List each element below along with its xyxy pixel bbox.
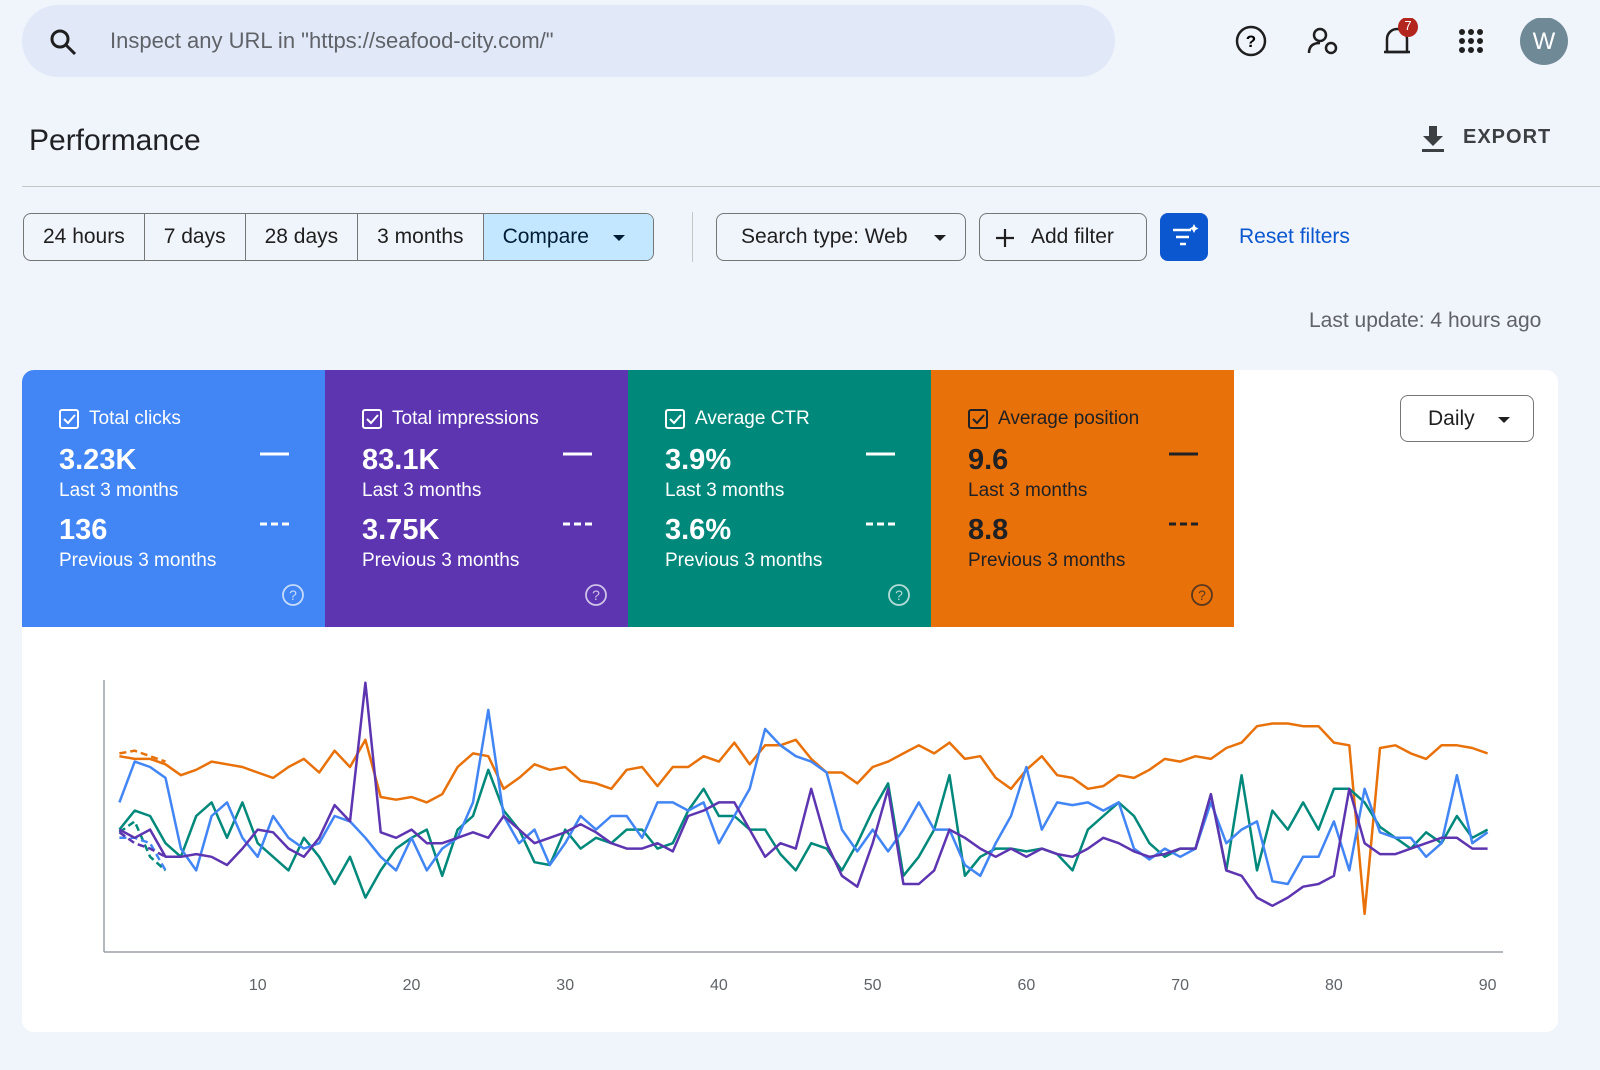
line-legend xyxy=(260,452,289,526)
compare-option[interactable]: Compare xyxy=(483,214,653,260)
metric-previous-period: Previous 3 months xyxy=(665,550,823,571)
line-legend xyxy=(866,452,895,526)
metric-value: 83.1K xyxy=(362,444,440,476)
svg-text:?: ? xyxy=(1246,32,1256,51)
metric-value: 3.9% xyxy=(665,444,732,476)
help-icon[interactable]: ? xyxy=(1235,25,1267,57)
search-type-label: Search type: Web xyxy=(741,225,908,248)
add-filter-chip[interactable]: Add filter xyxy=(979,213,1147,261)
metric-label: Total clicks xyxy=(89,408,181,429)
svg-text:?: ? xyxy=(1198,587,1206,603)
plus-icon xyxy=(996,229,1014,247)
metric-previous-value: 3.75K xyxy=(362,514,440,546)
metric-card[interactable]: ? Average CTR 3.9% Last 3 months 3.6% Previou… xyxy=(628,370,931,627)
search-placeholder: Inspect any URL in "https://seafood-city… xyxy=(110,28,554,53)
help-icon[interactable]: ? xyxy=(887,583,911,607)
metric-previous-period: Previous 3 months xyxy=(362,550,520,571)
metric-period: Last 3 months xyxy=(59,480,179,501)
avatar-letter: W xyxy=(1532,28,1556,55)
metric-period: Last 3 months xyxy=(665,480,785,501)
granularity-dropdown[interactable]: Daily xyxy=(1400,395,1534,442)
page-title: Performance xyxy=(29,124,201,157)
line-legend xyxy=(563,452,592,526)
checkbox[interactable] xyxy=(58,408,82,432)
add-filter-label: Add filter xyxy=(1031,225,1114,248)
download-icon xyxy=(1422,126,1444,152)
metric-period: Last 3 months xyxy=(362,480,482,501)
granularity-label: Daily xyxy=(1428,407,1475,430)
reset-filters[interactable]: Reset filters xyxy=(1239,225,1350,248)
metric-previous-value: 136 xyxy=(59,514,108,546)
help-icon[interactable]: ? xyxy=(1190,583,1214,607)
metric-value: 9.6 xyxy=(968,444,1009,476)
metric-previous-value: 8.8 xyxy=(968,514,1009,546)
metric-previous-value: 3.6% xyxy=(665,514,732,546)
range-option[interactable]: 28 days xyxy=(246,214,359,260)
compare-label: Compare xyxy=(502,225,589,248)
metric-card[interactable]: ? Total clicks 3.23K Last 3 months 136 Previo… xyxy=(22,370,325,627)
top-icons: ? xyxy=(1235,18,1568,65)
metric-label: Average CTR xyxy=(695,408,810,429)
metric-previous-period: Previous 3 months xyxy=(59,550,217,571)
apps-icon[interactable] xyxy=(1459,29,1483,53)
export-button[interactable]: EXPORT xyxy=(1463,126,1552,148)
svg-text:?: ? xyxy=(289,587,297,603)
search-icon xyxy=(50,29,77,56)
dropdown-arrow xyxy=(934,235,946,241)
metric-previous-period: Previous 3 months xyxy=(968,550,1126,571)
svg-text:?: ? xyxy=(592,587,600,603)
line-legend xyxy=(1169,452,1198,526)
range-option[interactable]: 7 days xyxy=(145,214,246,260)
metric-card[interactable]: ? Total impressions 83.1K Last 3 months 3.75… xyxy=(325,370,628,627)
range-option[interactable]: 3 months xyxy=(358,214,484,260)
metric-value: 3.23K xyxy=(59,444,137,476)
svg-text:?: ? xyxy=(895,587,903,603)
user-settings-icon[interactable] xyxy=(1307,27,1338,55)
checkbox[interactable] xyxy=(361,408,385,432)
notification-count: 7 xyxy=(1404,18,1412,33)
checkbox[interactable] xyxy=(664,408,688,432)
help-icon[interactable]: ? xyxy=(584,583,608,607)
search-bar[interactable] xyxy=(22,5,1115,77)
metric-label: Average position xyxy=(998,408,1140,429)
divider xyxy=(22,186,1600,187)
date-range-selector: 24 hours 7 days 28 days 3 months Compare xyxy=(23,213,654,261)
checkbox[interactable] xyxy=(967,408,991,432)
metric-label: Total impressions xyxy=(392,408,539,429)
dropdown-arrow xyxy=(1498,417,1510,423)
metric-period: Last 3 months xyxy=(968,480,1088,501)
notifications-icon[interactable] xyxy=(1384,18,1418,54)
search-type-chip[interactable]: Search type: Web xyxy=(716,213,966,261)
metric-card[interactable]: ? Average position 9.6 Last 3 months 8.8 Prev… xyxy=(931,370,1234,627)
dropdown-arrow xyxy=(612,235,625,241)
last-update: Last update: 4 hours ago xyxy=(1309,309,1542,332)
filter-button[interactable] xyxy=(1160,213,1208,261)
help-icon[interactable]: ? xyxy=(281,583,305,607)
separator xyxy=(692,212,693,262)
range-option[interactable]: 24 hours xyxy=(24,214,145,260)
performance-panel: ? Total clicks 3.23K Last 3 months 136 Previo… xyxy=(22,370,1558,1032)
avatar[interactable] xyxy=(1520,18,1568,65)
